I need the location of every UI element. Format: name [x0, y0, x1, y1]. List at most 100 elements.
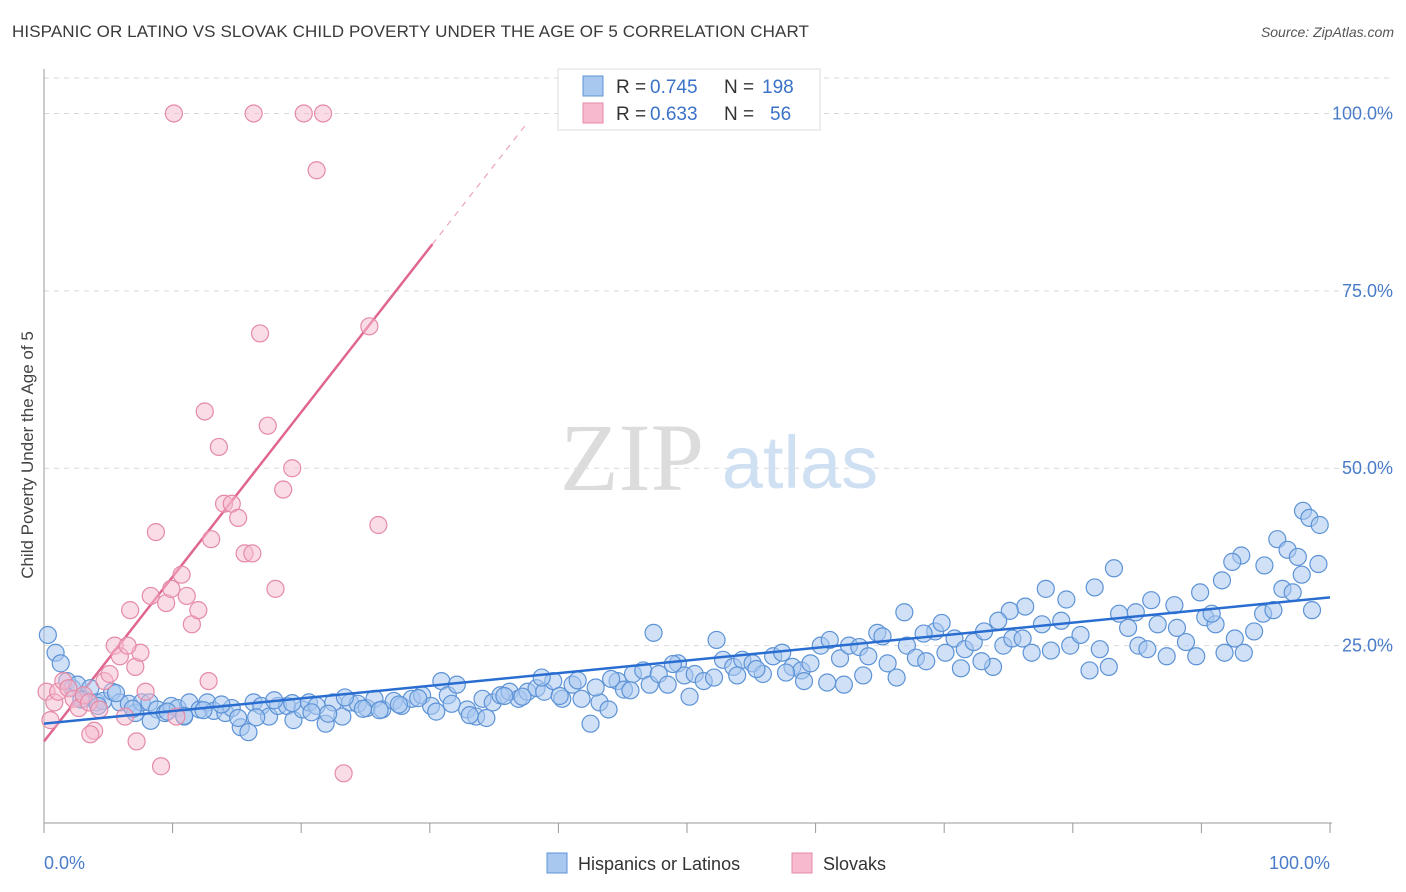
hispanic-point [1223, 552, 1242, 571]
hispanic-point [586, 678, 605, 697]
y-axis-label: Child Poverty Under the Age of 5 [18, 331, 37, 579]
hispanic-point [621, 681, 640, 700]
slovak-trend-line-extension [431, 123, 527, 245]
hispanic-point [1118, 618, 1138, 637]
hispanic-point [353, 699, 373, 718]
hispanic-point [932, 613, 951, 633]
slovak-point [90, 700, 109, 719]
hispanic-point [854, 666, 873, 685]
hispanic-point [229, 708, 248, 728]
slovak-point [189, 601, 208, 620]
hispanic-point [1167, 618, 1187, 637]
hispanic-point [239, 723, 258, 742]
slovak-point [172, 565, 191, 584]
hispanic-point [728, 666, 747, 685]
slovak-point [243, 544, 262, 563]
legend-bottom: Hispanics or Latinos Slovaks [546, 852, 886, 874]
y-tick-labels: 25.0% 50.0% 75.0% 100.0% [1332, 103, 1393, 655]
hispanic-point [1225, 629, 1244, 648]
legend-blue-r-label: R = [616, 77, 646, 98]
hispanic-point [1302, 601, 1322, 620]
hispanic-point [1090, 640, 1109, 659]
slovak-point [177, 586, 196, 606]
hispanic-point [972, 652, 991, 671]
hispanic-point [1310, 515, 1329, 535]
legend-pink-n-value: 56 [770, 104, 791, 125]
hispanic-point [951, 659, 971, 678]
slovak-point [274, 480, 293, 499]
hispanic-point [599, 700, 618, 719]
hispanic-point [1288, 547, 1307, 567]
hispanic-trend-line [43, 596, 1331, 725]
y-tick-label: 25.0% [1342, 636, 1393, 656]
hispanic-point [707, 630, 726, 650]
hispanic-point [801, 654, 820, 673]
hispanic-point [370, 701, 389, 720]
chart-title: HISPANIC OR LATINO VS SLOVAK CHILD POVER… [12, 22, 809, 41]
x-tick-label: 100.0% [1269, 853, 1330, 873]
hispanic-point [1138, 640, 1157, 659]
hispanics-trendline [43, 596, 1331, 725]
legend-bottom-pink-label: Slovaks [823, 854, 886, 874]
hispanic-point [302, 703, 321, 722]
slovak-point [369, 515, 388, 535]
hispanic-point [1085, 578, 1104, 597]
y-tick-label: 75.0% [1342, 281, 1393, 301]
slovak-point [266, 579, 285, 598]
hispanic-point [1080, 661, 1099, 680]
legend-top: R = 0.745 N = 198 R = 0.633 N = 56 [557, 68, 821, 131]
hispanic-point [1013, 629, 1032, 648]
hispanic-point [834, 675, 853, 694]
hispanic-point [820, 630, 839, 650]
slovak-point [164, 104, 183, 123]
hispanic-point [887, 668, 906, 687]
y-tick-label: 50.0% [1342, 458, 1393, 478]
slovak-point [41, 711, 60, 730]
hispanic-point [1104, 559, 1124, 578]
watermark-atlas: atlas [722, 421, 878, 504]
hispanic-point [106, 684, 126, 703]
source-label: Source: ZipAtlas.com [1260, 24, 1394, 40]
hispanic-point [936, 643, 955, 662]
slovak-point [313, 104, 333, 123]
hispanic-point [776, 663, 796, 682]
hispanic-point [897, 636, 917, 655]
legend-bottom-pink-swatch [791, 852, 813, 874]
hispanic-point [247, 708, 266, 727]
hispanic-point [1157, 647, 1176, 666]
hispanic-point [1255, 556, 1274, 575]
slovak-point [209, 437, 228, 457]
hispanic-point [550, 686, 569, 706]
hispanic-point [495, 686, 514, 706]
hispanic-point [895, 603, 914, 622]
hispanic-point [1022, 643, 1041, 662]
hispanic-point [914, 624, 933, 643]
hispanic-point [859, 647, 878, 666]
hispanic-point [581, 714, 600, 733]
hispanic-point [1016, 597, 1035, 616]
hispanic-point [427, 702, 446, 721]
hispanic-point [1036, 579, 1055, 598]
hispanic-point [477, 708, 496, 728]
hispanic-point [794, 671, 814, 691]
hispanic-point [1176, 632, 1196, 652]
hispanic-point [1283, 583, 1302, 602]
hispanic-point [878, 654, 897, 673]
watermark-zip: ZIP [560, 404, 704, 511]
hispanic-point [1099, 657, 1118, 677]
legend-blue-swatch [582, 75, 604, 97]
slovak-point [360, 317, 379, 336]
hispanic-point [644, 623, 663, 642]
slovak-point [294, 104, 313, 123]
y-tick-label: 100.0% [1332, 103, 1393, 123]
hispanics-points [38, 501, 1329, 742]
hispanic-point [818, 673, 837, 692]
hispanic-point [1215, 643, 1234, 662]
hispanic-point [568, 671, 587, 690]
hispanic-point [194, 701, 213, 720]
hispanic-point [572, 689, 591, 708]
hispanic-point [1212, 571, 1232, 590]
hispanic-point [51, 654, 70, 673]
legend-blue-r-value: 0.745 [650, 77, 698, 98]
